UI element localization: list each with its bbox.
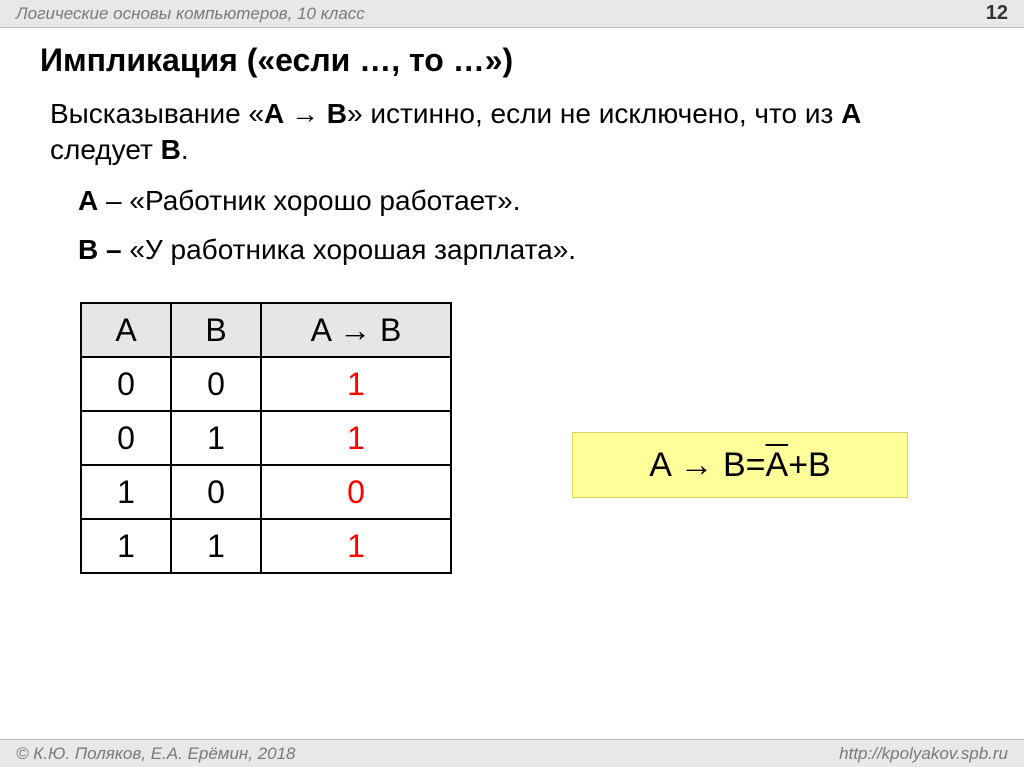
cell-b: 1	[171, 519, 261, 573]
desc-end: .	[181, 134, 189, 165]
th-b: B	[171, 303, 261, 357]
table-row: 0 0 1	[81, 357, 451, 411]
cell-b: 1	[171, 411, 261, 465]
page-number: 12	[986, 2, 1008, 25]
th-result: A → B	[261, 303, 451, 357]
course-label: Логические основы компьютеров, 10 класс	[16, 4, 365, 24]
cell-r: 1	[261, 411, 451, 465]
table-row: 0 1 1	[81, 411, 451, 465]
desc-suffix: » истинно, если не исключено, что из	[347, 98, 841, 129]
top-bar: Логические основы компьютеров, 10 класс …	[0, 0, 1024, 28]
desc-expr-arrow: →	[283, 98, 327, 129]
desc-expr-a: A	[264, 98, 283, 129]
desc-prefix: Высказывание «	[50, 98, 264, 129]
cell-r: 1	[261, 519, 451, 573]
table-row: 1 1 1	[81, 519, 451, 573]
truth-table: A B A → B 0 0 1 0 1 1 1 0 0 1 1 1	[80, 302, 452, 574]
description: Высказывание «A → B» истинно, если не ис…	[50, 96, 950, 169]
cell-a: 1	[81, 465, 171, 519]
cell-a: 0	[81, 411, 171, 465]
example-b-text: «У работника хорошая зарплата».	[129, 234, 576, 265]
example-b: B – «У работника хорошая зарплата».	[78, 234, 958, 266]
formula-not-a: A	[766, 446, 789, 485]
formula-eq: =	[746, 446, 766, 485]
table-header-row: A B A → B	[81, 303, 451, 357]
desc-mid: следует	[50, 134, 161, 165]
cell-a: 1	[81, 519, 171, 573]
example-b-label: B	[78, 234, 98, 265]
cell-r: 1	[261, 357, 451, 411]
formula-b: B	[808, 446, 831, 485]
slide-title: Импликация («если …, то …»)	[40, 42, 513, 79]
example-a-label: A	[78, 185, 98, 216]
cell-b: 0	[171, 357, 261, 411]
footer-bar: © К.Ю. Поляков, Е.А. Ерёмин, 2018 http:/…	[0, 739, 1024, 767]
footer-copyright: © К.Ю. Поляков, Е.А. Ерёмин, 2018	[16, 744, 296, 764]
desc-expr-b: B	[327, 98, 347, 129]
example-a: A – «Работник хорошо работает».	[78, 185, 958, 217]
cell-b: 0	[171, 465, 261, 519]
example-b-dash: –	[98, 234, 129, 265]
cell-a: 0	[81, 357, 171, 411]
table-row: 1 0 0	[81, 465, 451, 519]
example-a-text: «Работник хорошо работает».	[129, 185, 520, 216]
cell-r: 0	[261, 465, 451, 519]
desc-a: A	[841, 98, 861, 129]
example-a-dash: –	[98, 185, 129, 216]
th-a: A	[81, 303, 171, 357]
footer-url: http://kpolyakov.spb.ru	[839, 744, 1008, 764]
desc-b: B	[161, 134, 181, 165]
formula-left: A → B	[649, 446, 745, 485]
formula-box: A → B = A + B	[572, 432, 908, 498]
formula-plus: +	[788, 446, 808, 485]
